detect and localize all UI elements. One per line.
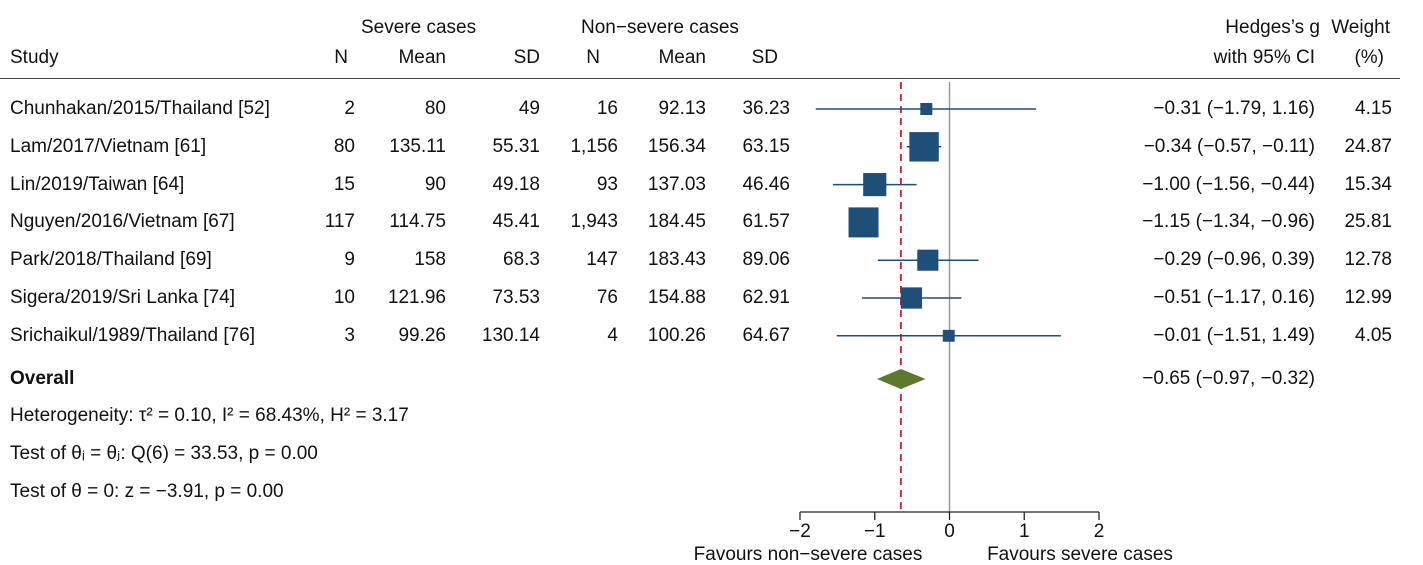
row-weight: 24.87 [1344,135,1392,157]
effect-square [900,287,923,309]
effect-square [917,249,939,271]
x-tick-label: 1 [1019,521,1030,542]
row-ci: −0.01 (−1.51, 1.49) [1153,324,1315,346]
row-sd1: 68.3 [503,249,540,271]
x-tick-label: 2 [1094,521,1105,542]
row-sd1: 73.53 [492,287,540,308]
header-ci: with 95% CI [1213,47,1315,68]
header-sd-severe: SD [513,47,540,68]
row-mean1: 121.96 [387,287,446,308]
row-sd2: 46.46 [742,173,790,195]
row-study: Srichaikul/1989/Thailand [76] [10,324,256,346]
x-tick-label: −2 [789,521,811,542]
axis-label-left: Favours non−severe cases [694,544,923,565]
row-n2: 1,156 [570,135,618,157]
row-mean1: 114.75 [389,211,446,233]
row-n1: 117 [324,211,355,233]
row-mean2: 137.03 [647,173,706,195]
row-weight: 15.34 [1344,173,1392,195]
row-n1: 3 [344,324,355,346]
effect-square [848,207,879,238]
row-mean1: 99.26 [398,324,446,346]
row-sd1: 55.31 [492,135,540,157]
header-study: Study [10,47,59,68]
row-n2: 93 [596,173,618,195]
row-ci: −0.29 (−0.96, 0.39) [1153,249,1315,271]
overall-ci: −0.65 (−0.97, −0.32) [1142,368,1315,389]
row-n1: 80 [333,135,355,157]
test-theta-stat: Test of θᵢ = θⱼ: Q(6) = 33.53, p = 0.00 [10,443,318,464]
row-ci: −0.51 (−1.17, 0.16) [1153,287,1315,308]
row-sd2: 61.57 [742,211,790,233]
row-n2: 76 [596,287,618,308]
row-ci: −0.31 (−1.79, 1.16) [1153,98,1315,119]
row-weight: 25.81 [1344,211,1392,233]
header-hedges: Hedges’s g [1225,17,1320,38]
row-mean1: 158 [414,249,446,271]
effect-square [863,173,887,197]
header-rule [0,78,1400,79]
row-sd2: 62.91 [742,287,790,308]
row-sd1: 45.41 [492,211,540,233]
overall-label: Overall [10,368,75,389]
row-mean2: 183.43 [647,249,706,271]
header-severe: Severe cases [361,17,477,38]
header-weight: Weight [1331,17,1390,38]
row-n2: 1,943 [570,211,618,233]
row-mean2: 154.88 [647,287,706,308]
row-ci: −0.34 (−0.57, −0.11) [1143,135,1315,157]
row-mean2: 184.45 [647,211,706,233]
row-study: Park/2018/Thailand [69] [10,249,212,271]
row-sd2: 89.06 [742,249,790,271]
row-mean2: 100.26 [647,324,706,346]
row-n1: 10 [333,287,355,308]
row-study: Nguyen/2016/Vietnam [67] [10,211,235,233]
test-zero-stat: Test of θ = 0: z = −3.91, p = 0.00 [10,481,284,502]
row-sd2: 63.15 [742,135,790,157]
header-n-severe: N [334,47,348,68]
row-sd1: 49.18 [492,173,540,195]
header-mean-severe: Mean [398,47,446,68]
effect-square [920,102,933,116]
axis-label-right: Favours severe cases [987,544,1173,565]
row-study: Lin/2019/Taiwan [64] [10,173,185,195]
x-tick-label: −1 [864,521,886,542]
header-weight-pct: (%) [1354,47,1384,68]
header-n-nonsevere: N [586,47,600,68]
row-weight: 12.78 [1344,249,1392,271]
x-tick-label: 0 [944,521,955,542]
overall-diamond [876,369,926,389]
header-mean-nonsevere: Mean [658,47,706,68]
row-ci: −1.00 (−1.56, −0.44) [1142,173,1315,195]
row-sd2: 64.67 [742,324,790,346]
row-n1: 2 [344,98,355,119]
effect-square [909,132,939,162]
header-sd-nonsevere: SD [751,47,778,68]
row-ci: −1.15 (−1.34, −0.96) [1142,211,1315,233]
row-n2: 4 [607,324,618,346]
row-n2: 16 [596,98,618,119]
row-mean2: 156.34 [647,135,706,157]
row-weight: 4.05 [1355,324,1392,346]
row-weight: 12.99 [1344,287,1392,308]
row-mean1: 135.11 [389,135,446,157]
row-sd1: 49 [518,98,540,119]
row-sd1: 130.14 [481,324,540,346]
row-mean1: 80 [424,98,446,119]
header-nonsevere: Non−severe cases [581,17,739,38]
effect-square [942,329,955,342]
row-n2: 147 [586,249,618,271]
row-mean1: 90 [424,173,446,195]
row-study: Chunhakan/2015/Thailand [52] [10,98,270,119]
row-n1: 15 [333,173,355,195]
row-n1: 9 [344,249,355,271]
row-weight: 4.15 [1355,98,1392,119]
heterogeneity-stat: Heterogeneity: τ² = 0.10, I² = 68.43%, H… [10,405,409,426]
row-sd2: 36.23 [742,98,790,119]
row-study: Sigera/2019/Sri Lanka [74] [10,287,235,308]
row-mean2: 92.13 [658,98,706,119]
row-study: Lam/2017/Vietnam [61] [10,135,207,157]
